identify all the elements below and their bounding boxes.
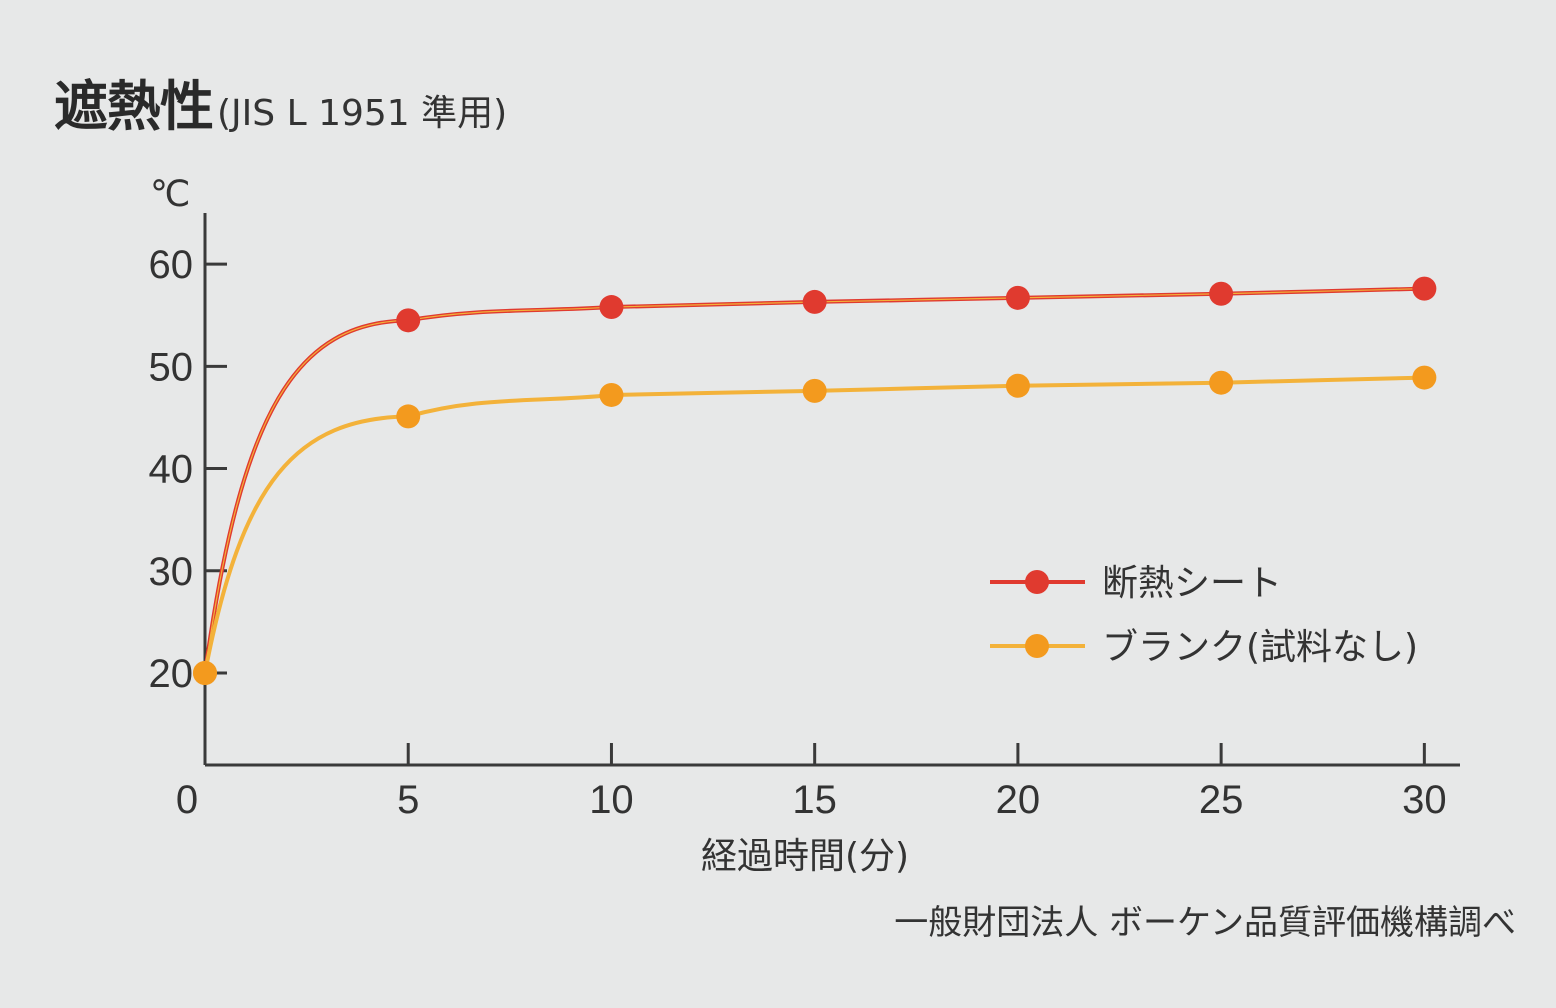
x-tick-label: 10 — [589, 778, 634, 822]
data-point-series-1 — [599, 295, 624, 320]
chart-title-main: 遮熱性 — [54, 75, 214, 138]
legend-marker-2 — [1025, 634, 1049, 658]
legend-label-1: 断熱シート — [1102, 563, 1282, 604]
legend-label-2: ブランク(試料なし) — [1102, 627, 1418, 668]
data-point-series-1 — [1209, 281, 1234, 306]
x-tick-label: 25 — [1199, 778, 1244, 822]
y-axis-unit-label: ℃ — [150, 174, 190, 215]
chart-title: 遮熱性 (JIS L 1951 準用) — [54, 62, 507, 141]
chart-axes — [203, 213, 1460, 767]
x-tick-label: 15 — [792, 778, 837, 822]
data-point-series-1 — [1412, 276, 1437, 301]
x-axis-title: 経過時間(分) — [701, 836, 909, 877]
y-tick-label: 40 — [149, 448, 194, 492]
y-tick-label: 60 — [149, 243, 194, 287]
y-tick-label: 20 — [149, 652, 194, 696]
data-point-series-1 — [1005, 285, 1030, 310]
data-point-series-2 — [1209, 370, 1234, 395]
chart-data-points — [193, 276, 1437, 685]
x-tick-label: 0 — [176, 778, 198, 822]
data-point-series-1 — [802, 289, 827, 314]
data-point-series-2 — [1005, 373, 1030, 398]
y-tick-label: 50 — [149, 345, 194, 389]
chart-series-lines — [203, 286, 1425, 674]
series-line-1-highlight — [204, 288, 1425, 674]
y-tick-label: 30 — [149, 550, 194, 594]
x-tick-label: 20 — [996, 778, 1041, 822]
legend-marker-1 — [1025, 570, 1049, 594]
chart-title-subtitle: (JIS L 1951 準用) — [217, 93, 508, 134]
x-tick-label: 30 — [1402, 778, 1447, 822]
source-note: 一般財団法人 ボーケン品質評価機構調べ — [894, 903, 1516, 943]
data-point-series-2 — [802, 378, 827, 403]
series-line-1 — [203, 286, 1425, 674]
data-point-series-2 — [193, 661, 217, 685]
data-point-series-2 — [396, 404, 421, 429]
x-tick-label: 5 — [397, 778, 419, 822]
data-point-series-2 — [599, 382, 624, 407]
data-point-series-1 — [396, 308, 421, 333]
chart-tick-labels: 20 30 40 50 60 0 5 10 15 20 25 30 — [149, 243, 1447, 822]
data-point-series-2 — [1412, 365, 1437, 390]
